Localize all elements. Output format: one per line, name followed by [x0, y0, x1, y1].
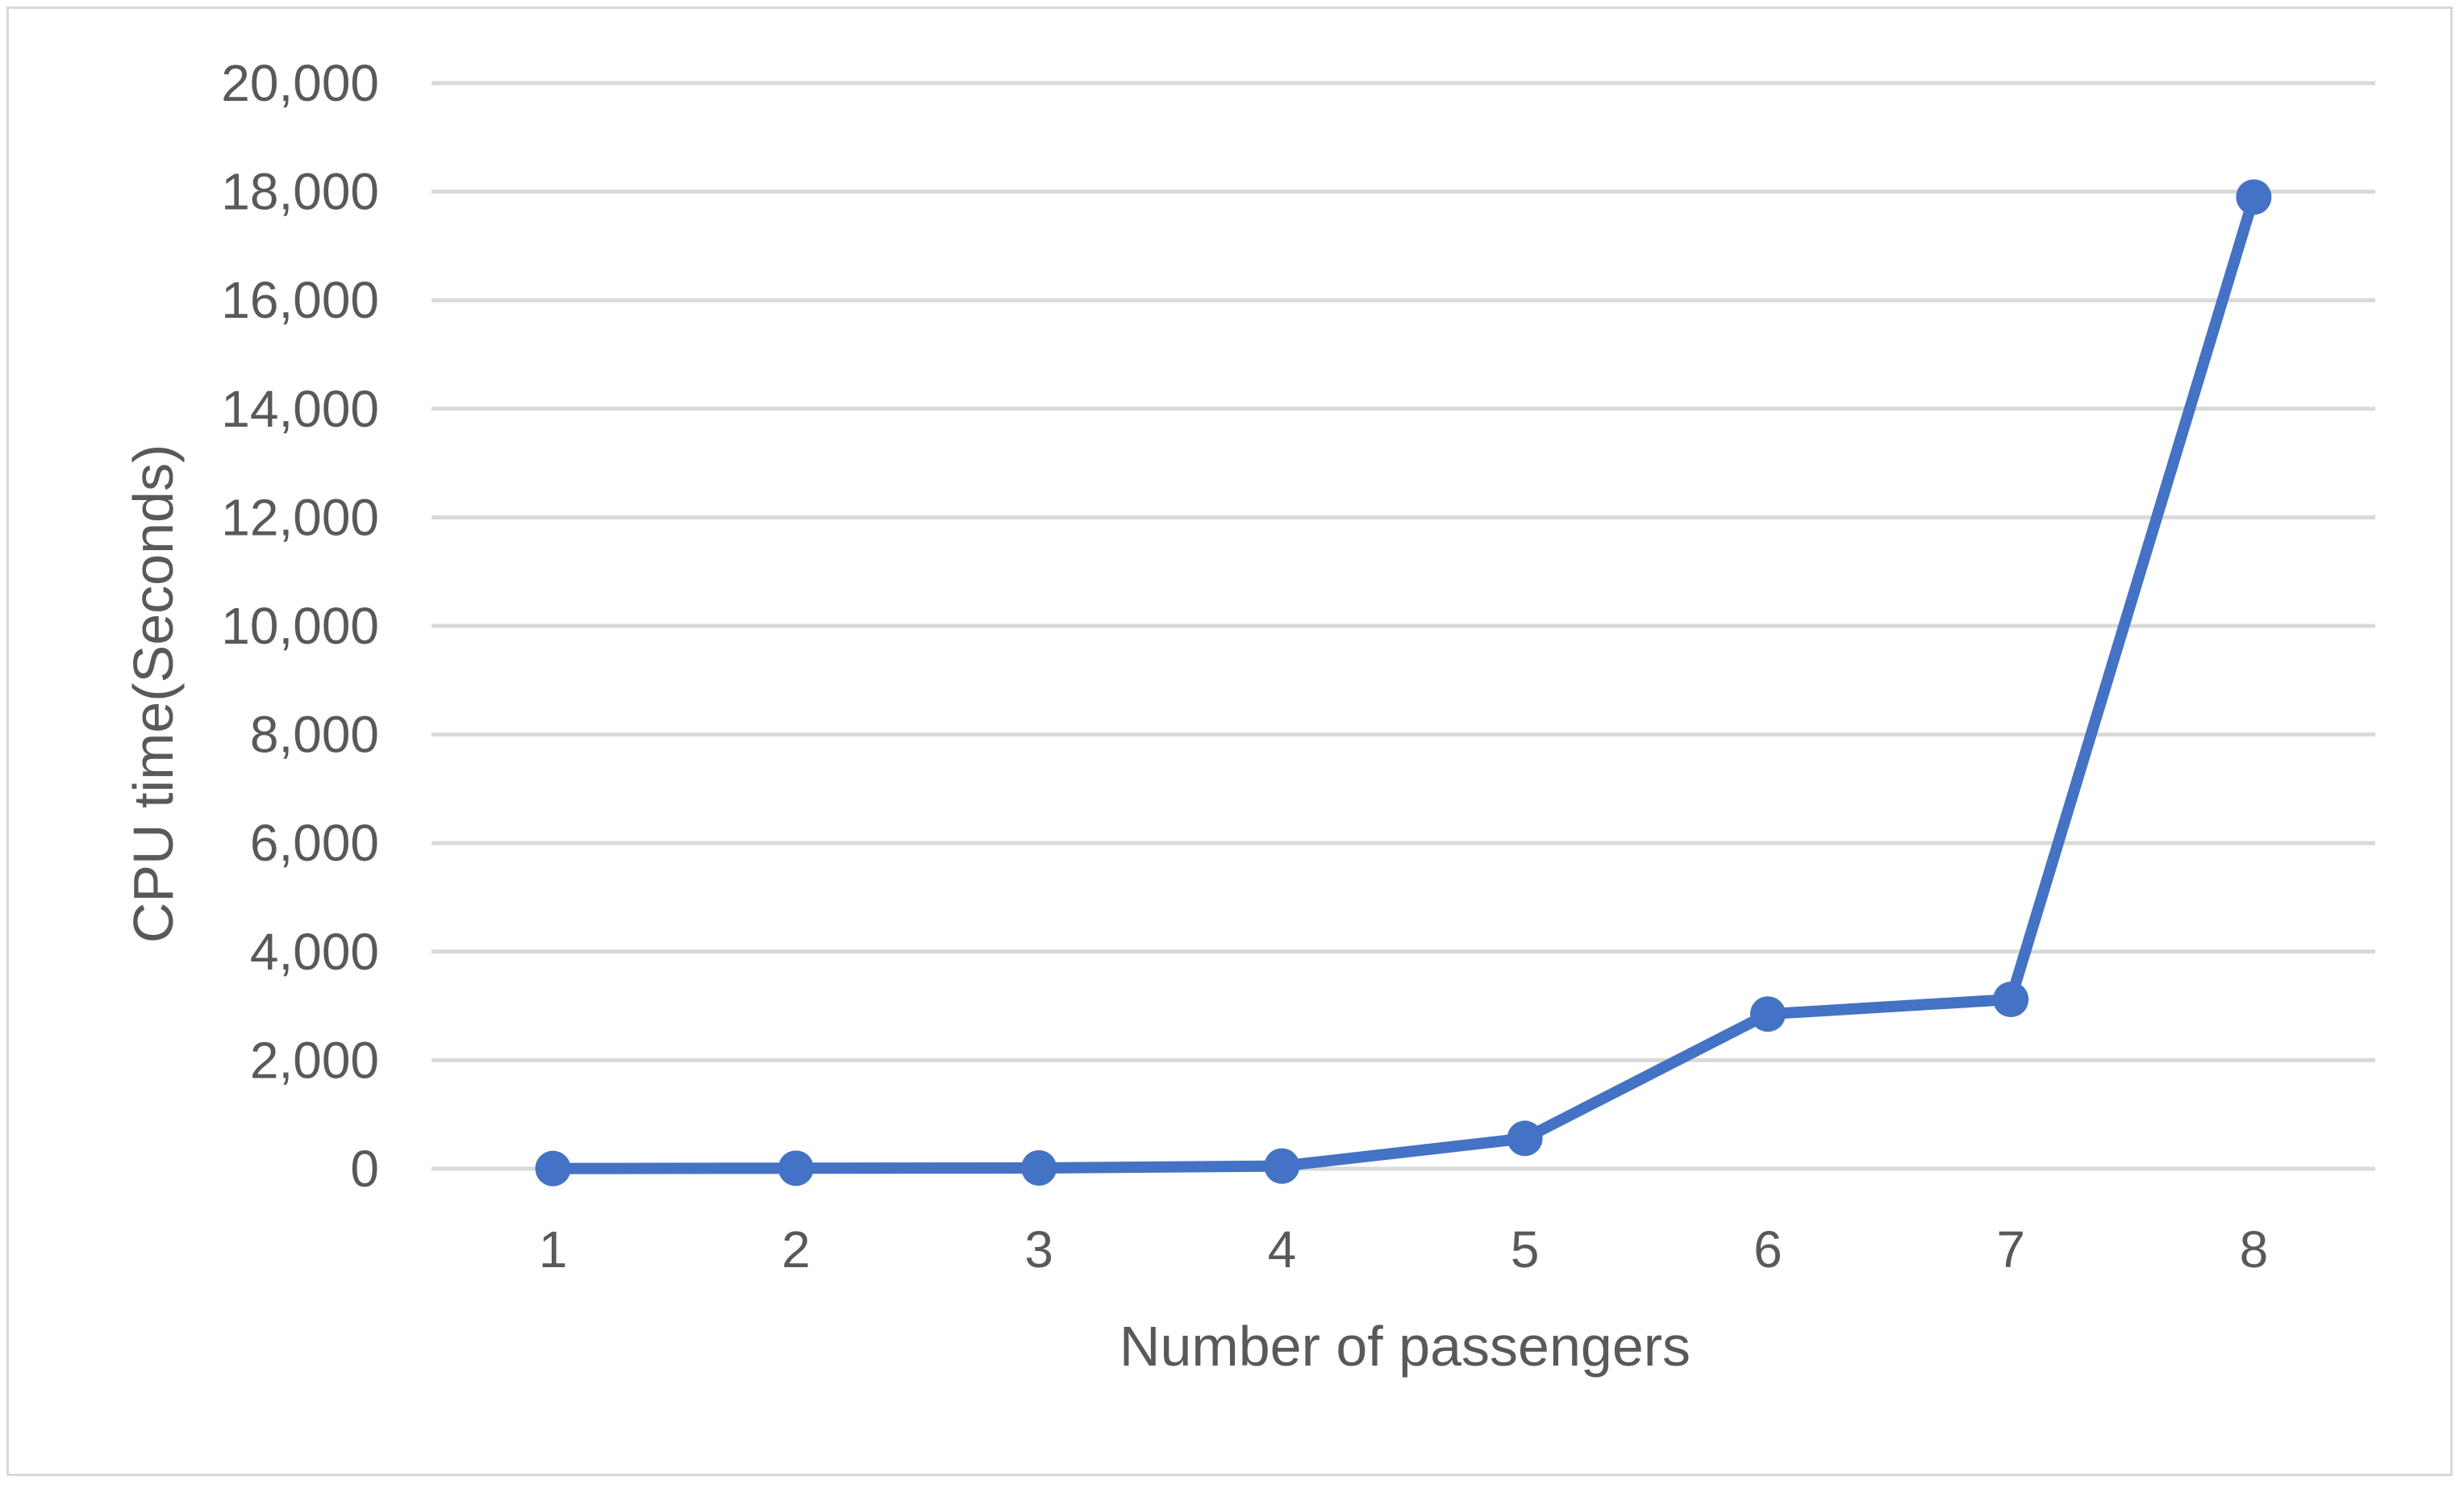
data-point: [1021, 1149, 1057, 1186]
data-point: [1507, 1120, 1543, 1157]
x-tick-label: 6: [1753, 1220, 1782, 1278]
data-point: [1993, 982, 2029, 1018]
gridlines: [432, 81, 2375, 1171]
x-tick-labels: 1 2 3 4 5 6 7 8: [539, 1220, 2268, 1278]
y-tick-label: 6,000: [250, 814, 379, 872]
x-tick-label: 1: [539, 1220, 568, 1278]
x-tick-label: 7: [1996, 1220, 2025, 1278]
y-tick-label: 2,000: [250, 1031, 379, 1089]
y-tick-label: 20,000: [221, 54, 379, 112]
x-tick-label: 8: [2240, 1220, 2269, 1278]
x-tick-label: 4: [1268, 1220, 1297, 1278]
y-tick-labels: 0 2,000 4,000 6,000 8,000 10,000 12,000 14,000 1…: [221, 54, 379, 1198]
y-tick-label: 14,000: [221, 380, 379, 438]
data-point: [1749, 996, 1786, 1032]
x-tick-label: 3: [1024, 1220, 1053, 1278]
x-tick-label: 2: [782, 1220, 811, 1278]
data-point: [1264, 1148, 1300, 1184]
y-tick-label: 4,000: [250, 923, 379, 981]
data-point: [535, 1150, 571, 1187]
y-axis-title: CPU time(Seconds): [122, 444, 185, 944]
y-tick-label: 18,000: [221, 163, 379, 221]
x-axis-title: Number of passengers: [1119, 1315, 1691, 1378]
y-tick-label: 0: [350, 1140, 379, 1198]
y-tick-label: 12,000: [221, 488, 379, 546]
y-tick-label: 16,000: [221, 271, 379, 329]
chart-frame: [6, 6, 2453, 1476]
y-tick-label: 10,000: [221, 597, 379, 655]
x-tick-label: 5: [1511, 1220, 1540, 1278]
data-point: [778, 1150, 814, 1187]
data-point: [2236, 179, 2272, 215]
y-tick-label: 8,000: [250, 706, 379, 764]
series-layer: [535, 179, 2272, 1187]
series-line: [547, 191, 2260, 1174]
